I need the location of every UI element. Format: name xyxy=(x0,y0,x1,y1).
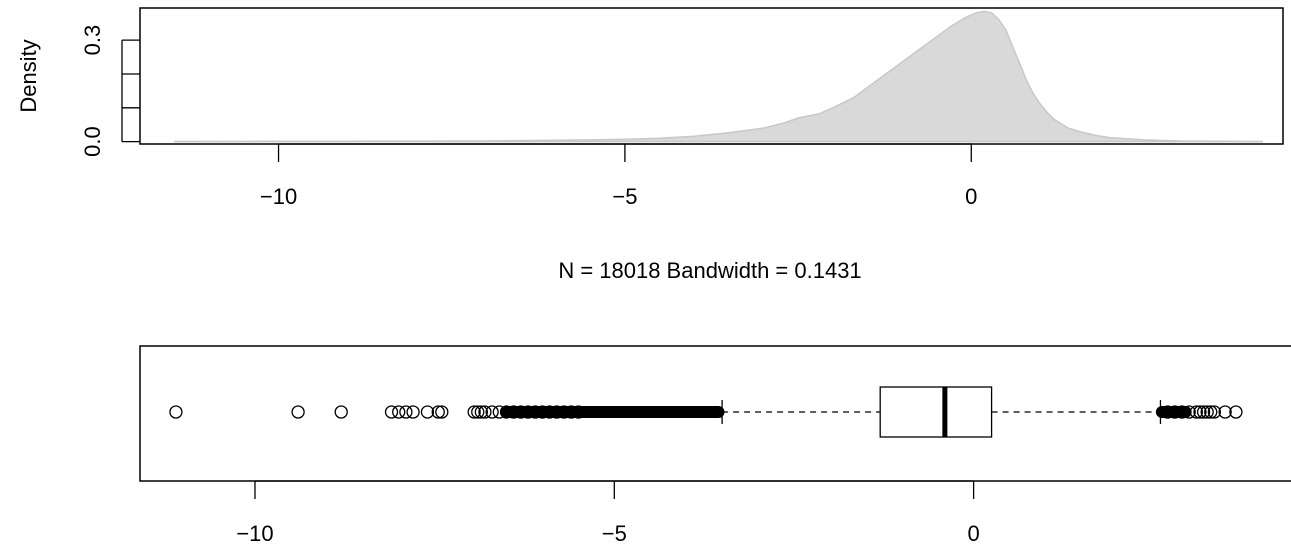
outlier-point xyxy=(467,405,481,419)
outlier-point xyxy=(550,405,564,419)
density-y-tick-label: 0.0 xyxy=(80,126,105,157)
density-curve xyxy=(173,10,1263,143)
outlier-point xyxy=(1160,405,1175,419)
box-x-tick-label: −10 xyxy=(236,521,273,546)
outlier-point xyxy=(478,405,492,419)
outlier-point xyxy=(399,405,413,419)
outlier-point xyxy=(471,405,485,419)
outlier-point xyxy=(535,405,550,419)
outlier-point xyxy=(169,405,183,419)
outlier-point xyxy=(1218,405,1232,419)
outlier-point xyxy=(1193,405,1207,419)
outlier-point xyxy=(571,405,586,419)
box-x-tick-label: 0 xyxy=(967,521,979,546)
outlier-point xyxy=(499,405,514,419)
outlier-point xyxy=(435,405,449,419)
iqr-box xyxy=(879,386,993,438)
outlier-point xyxy=(1196,405,1211,419)
density-x-tick-label: −10 xyxy=(260,184,297,209)
outlier-point xyxy=(420,405,435,419)
outlier-point xyxy=(384,405,399,419)
density-plot-frame xyxy=(139,7,1284,145)
outlier-point xyxy=(514,405,528,419)
outlier-point xyxy=(291,405,305,419)
outlier-point xyxy=(1229,405,1243,419)
outlier-point xyxy=(431,405,445,419)
outlier-point xyxy=(1168,405,1182,419)
density-y-axis: 0.0 0.3 xyxy=(80,25,140,157)
outlier-point xyxy=(1189,405,1204,419)
outlier-point xyxy=(557,405,571,419)
outlier-point xyxy=(1182,405,1196,419)
density-x-axis: −10 −5 0 xyxy=(260,143,977,209)
outlier-point xyxy=(1200,405,1214,419)
box-layer xyxy=(169,386,1243,438)
outlier-dense-band xyxy=(500,406,725,418)
outlier-point xyxy=(1207,405,1222,419)
density-x-tick-label: −5 xyxy=(612,184,637,209)
box-x-tick-label: −5 xyxy=(602,521,627,546)
outlier-point xyxy=(406,405,420,419)
density-y-tick-label: 0.3 xyxy=(80,25,105,56)
density-x-tick-label: 0 xyxy=(965,184,977,209)
outlier-point xyxy=(492,405,506,419)
outlier-point xyxy=(1204,405,1218,419)
outlier-point xyxy=(521,405,535,419)
box-plot: −10 −5 0 xyxy=(139,345,1291,546)
box-x-axis: −10 −5 0 xyxy=(236,480,980,546)
outlier-point xyxy=(542,405,557,419)
density-plot: 0.0 0.3 −10 −5 0 Density N = 18018 Bandwidt… xyxy=(16,7,1284,283)
outlier-point xyxy=(474,405,489,419)
density-layer xyxy=(173,10,1263,143)
outlier-point xyxy=(507,405,521,419)
outlier-point xyxy=(1175,405,1189,419)
density-x-axis-label: N = 18018 Bandwidth = 0.1431 xyxy=(558,258,861,283)
outlier-point xyxy=(334,405,348,419)
outlier-point xyxy=(528,405,542,419)
outlier-point xyxy=(392,405,406,419)
outlier-point xyxy=(564,405,578,419)
outlier-point xyxy=(485,405,499,419)
density-y-axis-label: Density xyxy=(16,39,41,112)
